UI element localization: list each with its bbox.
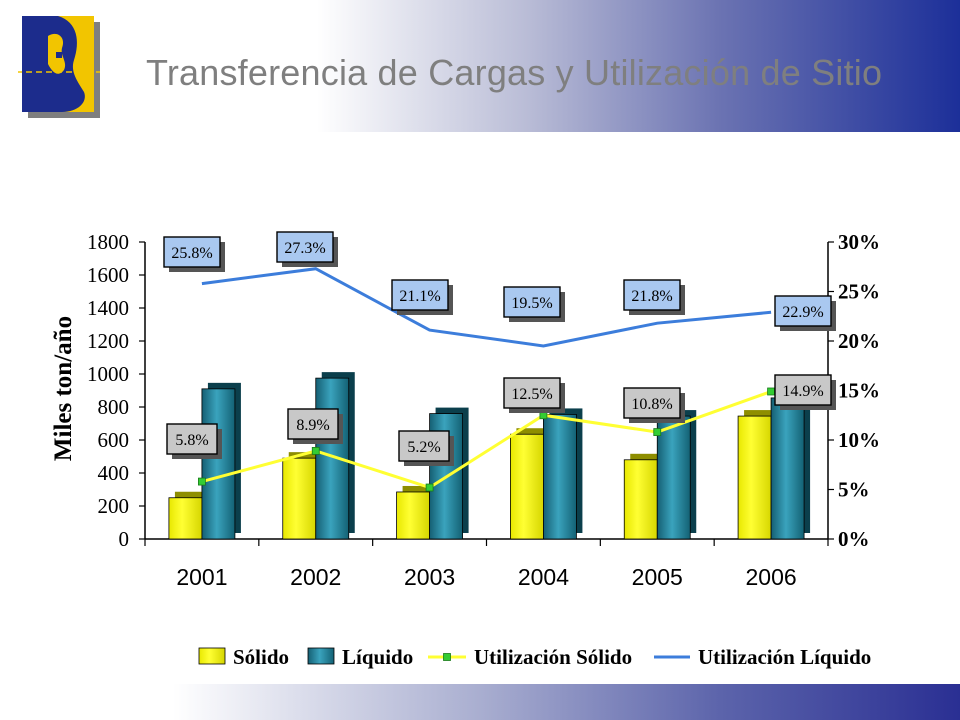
data-label-utilizacion-solido-box bbox=[398, 430, 450, 462]
point-utilizacion-solido bbox=[425, 483, 434, 492]
data-label-utilizacion-solido: 5.8% bbox=[175, 432, 208, 449]
data-label-utilizacion-liquido: 22.9% bbox=[782, 304, 823, 321]
y2-tick-label: 15% bbox=[838, 379, 880, 403]
legend-marker-utilizacion-solido bbox=[443, 653, 451, 661]
data-label-utilizacion-liquido-box bbox=[163, 236, 221, 268]
y-tick-label: 0 bbox=[119, 527, 130, 551]
data-label-utilizacion-liquido-box bbox=[276, 231, 334, 263]
data-label-utilizacion-liquido: 25.8% bbox=[171, 245, 212, 262]
data-label-utilizacion-liquido-box bbox=[503, 286, 561, 318]
data-label-utilizacion-liquido: 21.8% bbox=[631, 288, 672, 305]
y2-tick-label: 0% bbox=[838, 527, 870, 551]
x-tick-label: 2004 bbox=[518, 564, 569, 590]
y-axis-title: Miles ton/año bbox=[50, 316, 77, 461]
y2-tick-label: 30% bbox=[838, 230, 880, 254]
x-tick-label: 2001 bbox=[176, 564, 227, 590]
x-tick-label: 2002 bbox=[290, 564, 341, 590]
data-label-utilizacion-solido: 5.2% bbox=[407, 439, 440, 456]
data-label-utilizacion-liquido: 21.1% bbox=[399, 288, 440, 305]
line-utilizacion-liquido bbox=[201, 267, 772, 348]
legend-label-utilizacion-liquido: Utilización Líquido bbox=[698, 645, 871, 669]
data-label-utilizacion-solido: 8.9% bbox=[296, 417, 329, 434]
data-label-utilizacion-liquido-box bbox=[391, 279, 449, 311]
data-label-utilizacion-solido-box bbox=[166, 423, 218, 455]
data-label-utilizacion-solido-box bbox=[774, 374, 832, 406]
bar-solido bbox=[282, 457, 317, 540]
header-band bbox=[0, 0, 960, 132]
legend-label-utilizacion-solido: Utilización Sólido bbox=[474, 645, 632, 669]
data-label-utilizacion-liquido-box bbox=[623, 279, 681, 311]
bar-solido bbox=[510, 433, 544, 540]
bar-liquido bbox=[656, 415, 691, 540]
data-label-utilizacion-solido-box bbox=[503, 377, 561, 409]
y-tick-label: 1800 bbox=[87, 230, 129, 254]
y-tick-label: 1400 bbox=[87, 296, 129, 320]
line-utilizacion-solido bbox=[201, 390, 772, 490]
y-tick-label: 1200 bbox=[87, 329, 129, 353]
bar-solido bbox=[168, 497, 203, 540]
legend-label-liquido: Líquido bbox=[342, 645, 413, 669]
x-tick-label: 2003 bbox=[404, 564, 455, 590]
logo bbox=[18, 16, 100, 118]
data-label-utilizacion-solido: 12.5% bbox=[511, 386, 552, 403]
bar-solido bbox=[396, 491, 430, 540]
data-label-utilizacion-solido-box bbox=[287, 408, 339, 440]
x-tick-label: 2005 bbox=[632, 564, 683, 590]
y-tick-label: 600 bbox=[98, 428, 130, 452]
point-utilizacion-solido bbox=[767, 387, 775, 396]
bar-liquido bbox=[543, 414, 577, 540]
y-tick-label: 1600 bbox=[87, 263, 129, 287]
data-label-utilizacion-liquido-box bbox=[774, 295, 832, 327]
data-label-utilizacion-solido: 14.9% bbox=[782, 383, 823, 400]
y-tick-label: 800 bbox=[98, 395, 130, 419]
bar-liquido bbox=[201, 388, 236, 540]
point-utilizacion-solido bbox=[653, 428, 662, 436]
data-label-utilizacion-solido-box bbox=[623, 387, 681, 419]
footer-band bbox=[0, 684, 960, 720]
y-tick-label: 1000 bbox=[87, 362, 129, 386]
data-label-utilizacion-liquido: 27.3% bbox=[284, 240, 325, 257]
y-tick-label: 200 bbox=[98, 494, 130, 518]
point-utilizacion-solido bbox=[198, 477, 206, 486]
y2-tick-label: 5% bbox=[838, 478, 870, 502]
legend-swatch-solido bbox=[198, 647, 226, 665]
data-label-utilizacion-liquido: 19.5% bbox=[511, 295, 552, 312]
page-title: Transferencia de Cargas y Utilización de… bbox=[146, 52, 883, 93]
y2-tick-label: 25% bbox=[838, 280, 880, 304]
y2-tick-label: 10% bbox=[838, 428, 880, 452]
bar-liquido bbox=[770, 397, 805, 540]
point-utilizacion-solido bbox=[311, 446, 320, 455]
data-label-utilizacion-solido: 10.8% bbox=[631, 396, 672, 413]
y2-tick-label: 20% bbox=[838, 329, 880, 353]
x-tick-label: 2006 bbox=[745, 564, 796, 590]
legend-label-solido: Sólido bbox=[233, 645, 289, 669]
legend-swatch-liquido bbox=[307, 647, 335, 665]
bar-solido bbox=[737, 415, 772, 540]
bar-solido bbox=[623, 459, 658, 540]
y-tick-label: 400 bbox=[98, 461, 130, 485]
